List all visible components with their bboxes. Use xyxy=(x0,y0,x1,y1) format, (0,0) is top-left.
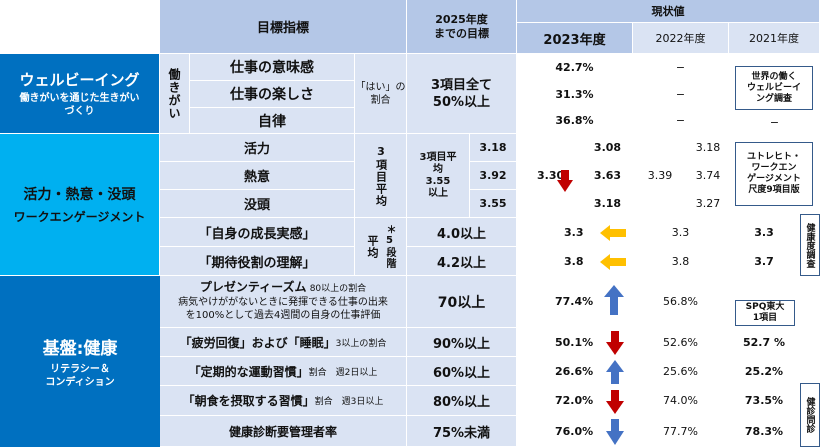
engagement-item-absorption: 没頭 xyxy=(160,190,355,218)
growth-2021-self: 3.3 xyxy=(729,218,800,247)
category-health: 基盤:健康 リテラシー＆ コンディション xyxy=(0,276,160,447)
growth-2021-role: 3.7 xyxy=(729,247,800,276)
header-goal: 2025年度 までの目標 xyxy=(407,0,517,54)
wellbeing-2023-meaning: 42.7% xyxy=(517,54,633,81)
category-wellbeing: ウェルビーイング 働きがいを通じた生きがい づくり xyxy=(0,54,160,134)
wellbeing-2021-autonomy: − xyxy=(769,115,780,129)
engagement-2023-vigor: 3.08 xyxy=(583,134,633,162)
growth-method-cell: 平均 ＊5段階 xyxy=(355,218,407,276)
engagement-2022-dedication: 3.74 xyxy=(688,162,729,190)
health-2022-checkup: 77.7% xyxy=(633,416,729,447)
header-current: 現状値 xyxy=(517,0,820,23)
health-breakfast-label: 「朝食を摂取する習慣」 割合 週3日以上 xyxy=(160,386,407,416)
engagement-source-note: ユトレヒト・ ワークエン ゲージメント 尺度9項目版 xyxy=(735,142,813,206)
left-arrow-icon xyxy=(600,225,626,241)
wellbeing-2022-autonomy: − xyxy=(633,108,729,134)
header-2022: 2022年度 xyxy=(633,23,729,54)
category-engagement: 活力・熱意・没頭 ワークエンゲージメント xyxy=(0,134,160,276)
health-2021-exercise: 25.2% xyxy=(729,357,800,386)
corner-blank xyxy=(0,0,160,54)
header-2021: 2021年度 xyxy=(729,23,820,54)
health-2022-fatigue: 52.6% xyxy=(633,328,729,357)
growth-goal-role: 4.2以上 xyxy=(407,247,517,276)
wellbeing-source-note: 世界の働く ウェルビーイ ング調査 xyxy=(735,66,813,110)
left-arrow-icon xyxy=(600,254,626,270)
engagement-item-dedication: 熱意 xyxy=(160,162,355,190)
engagement-2023-absorption: 3.18 xyxy=(583,190,633,218)
growth-item-self: 「自身の成長実感」 xyxy=(160,218,355,247)
health-2021-fatigue: 52.7 % xyxy=(729,328,800,357)
wellbeing-2023-autonomy: 36.8% xyxy=(517,108,633,134)
health-goal-exercise: 60%以上 xyxy=(407,357,517,386)
wellbeing-item-meaning: 仕事の意味感 xyxy=(190,54,355,81)
health-2022-exercise: 25.6% xyxy=(633,357,729,386)
health-source-note: 健診問診 xyxy=(800,383,820,447)
engagement-2023-dedication: 3.63 xyxy=(583,162,633,190)
health-goal-breakfast: 80%以上 xyxy=(407,386,517,416)
engagement-method: 3項目平均 xyxy=(355,134,407,218)
header-target: 目標指標 xyxy=(160,0,407,54)
engagement-goal-dedication: 3.92 xyxy=(470,162,517,190)
engagement-goal-text: 3項目平 均 3.55 以上 xyxy=(407,134,470,218)
header-2023: 2023年度 xyxy=(517,23,633,54)
down-arrow-icon xyxy=(606,331,624,355)
engagement-item-vigor: 活力 xyxy=(160,134,355,162)
health-2022-breakfast: 74.0% xyxy=(633,386,729,416)
wellbeing-group-label: 働きがい xyxy=(160,54,190,134)
growth-goal-self: 4.0以上 xyxy=(407,218,517,247)
health-fatigue-label: 「疲労回復」および「睡眠」 3以上の割合 xyxy=(160,328,407,357)
down-arrow-icon xyxy=(557,170,573,192)
engagement-2022-average: 3.39 xyxy=(633,134,688,218)
wellbeing-item-autonomy: 自律 xyxy=(190,108,355,134)
engagement-2023-average: 3.30 xyxy=(517,134,583,218)
growth-2022-self: 3.3 xyxy=(633,218,729,247)
health-presenteeism-label: プレゼンティーズム 80以上の割合 病気やけががないときに発揮できる仕事の出来 … xyxy=(160,276,407,328)
down-arrow-icon xyxy=(606,390,624,414)
wellbeing-2022-enjoyment: − xyxy=(633,81,729,108)
wellbeing-method: 「はい」の 割合 xyxy=(355,54,407,134)
growth-method-note: ＊5段階 xyxy=(384,224,395,269)
health-2022-presenteeism: 56.8% xyxy=(633,276,729,328)
up-arrow-icon xyxy=(606,360,624,384)
health-exercise-label: 「定期的な運動習慣」 割合 週2日以上 xyxy=(160,357,407,386)
growth-2022-role: 3.8 xyxy=(633,247,729,276)
engagement-2022-vigor: 3.18 xyxy=(688,134,729,162)
growth-method: 平均 xyxy=(366,234,379,259)
health-2021-checkup: 78.3% xyxy=(729,416,800,447)
engagement-goal-absorption: 3.55 xyxy=(470,190,517,218)
health-goal-fatigue: 90%以上 xyxy=(407,328,517,357)
health-checkup-label: 健康診断要管理者率 xyxy=(160,416,407,447)
growth-source-note: 健康度調査 xyxy=(800,214,820,276)
wellbeing-2022-meaning: − xyxy=(633,54,729,81)
wellbeing-goal: 3項目全て 50%以上 xyxy=(407,54,517,134)
wellbeing-2023-enjoyment: 31.3% xyxy=(517,81,633,108)
engagement-goal-vigor: 3.18 xyxy=(470,134,517,162)
down-arrow-icon xyxy=(606,419,624,445)
growth-item-role: 「期待役割の理解」 xyxy=(160,247,355,276)
health-goal-presenteeism: 70以上 xyxy=(407,276,517,328)
health-2021-breakfast: 73.5% xyxy=(729,386,800,416)
engagement-2022-absorption: 3.27 xyxy=(688,190,729,218)
up-arrow-icon xyxy=(604,285,624,315)
health-goal-checkup: 75%未満 xyxy=(407,416,517,447)
health-side-blank xyxy=(800,328,820,383)
wellbeing-item-enjoyment: 仕事の楽しさ xyxy=(190,81,355,108)
spq-source-note: SPQ東大 1項目 xyxy=(735,300,795,326)
